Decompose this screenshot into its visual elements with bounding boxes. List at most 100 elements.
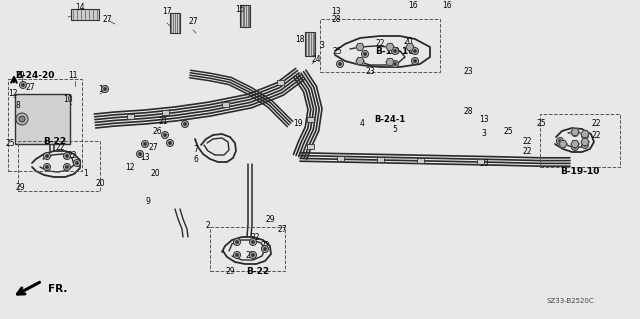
Text: 1: 1 — [84, 169, 88, 179]
Text: 22: 22 — [67, 152, 77, 160]
Circle shape — [76, 161, 79, 165]
Circle shape — [161, 131, 168, 138]
Circle shape — [163, 133, 166, 137]
Circle shape — [166, 139, 173, 146]
Text: 24: 24 — [311, 55, 321, 63]
Text: 2: 2 — [205, 220, 211, 229]
Text: 13: 13 — [140, 152, 150, 161]
Text: B-19-10: B-19-10 — [560, 167, 600, 175]
Text: 29: 29 — [265, 214, 275, 224]
Text: 25: 25 — [5, 138, 15, 147]
Bar — [127, 114, 134, 118]
Text: 14: 14 — [75, 4, 85, 12]
Text: 26: 26 — [152, 127, 162, 136]
Text: 29: 29 — [225, 266, 235, 276]
Circle shape — [236, 253, 239, 256]
Polygon shape — [386, 58, 394, 65]
Circle shape — [573, 145, 577, 149]
Text: 5: 5 — [392, 124, 397, 133]
Circle shape — [582, 142, 589, 149]
Text: 25: 25 — [536, 120, 546, 129]
Text: 16: 16 — [98, 85, 108, 93]
Circle shape — [364, 52, 367, 56]
Text: 28: 28 — [332, 14, 340, 24]
Bar — [15, 94, 70, 144]
Circle shape — [234, 251, 241, 258]
Text: 9: 9 — [145, 197, 150, 205]
Circle shape — [413, 49, 417, 53]
Circle shape — [252, 253, 255, 256]
Circle shape — [138, 152, 141, 156]
Text: 6: 6 — [193, 154, 198, 164]
Bar — [71, 9, 99, 19]
Text: 12: 12 — [8, 90, 18, 99]
Circle shape — [252, 241, 255, 244]
Text: 20: 20 — [95, 180, 105, 189]
Text: 3: 3 — [481, 130, 486, 138]
Polygon shape — [386, 43, 394, 50]
Text: 11: 11 — [68, 71, 77, 80]
Text: 27: 27 — [102, 14, 112, 24]
Circle shape — [394, 49, 397, 53]
Circle shape — [250, 239, 257, 246]
Polygon shape — [559, 141, 567, 147]
Text: FR.: FR. — [48, 284, 67, 294]
Text: 20: 20 — [403, 38, 413, 47]
Text: 23: 23 — [463, 66, 473, 76]
Circle shape — [394, 63, 397, 66]
Circle shape — [44, 152, 51, 160]
Circle shape — [362, 50, 369, 57]
Circle shape — [262, 246, 269, 253]
Circle shape — [557, 137, 563, 145]
Circle shape — [264, 248, 267, 251]
Circle shape — [573, 131, 577, 135]
Text: 25: 25 — [332, 48, 342, 56]
Circle shape — [45, 166, 49, 168]
Text: 28: 28 — [463, 107, 473, 115]
Text: 19: 19 — [293, 118, 303, 128]
Circle shape — [102, 85, 109, 93]
Circle shape — [104, 87, 107, 91]
Polygon shape — [581, 130, 589, 137]
Text: 22: 22 — [522, 146, 532, 155]
Text: 27: 27 — [148, 143, 158, 152]
Text: 20: 20 — [479, 160, 489, 168]
Text: B-22: B-22 — [246, 268, 269, 277]
Bar — [221, 101, 228, 107]
Circle shape — [65, 166, 68, 168]
Text: 25: 25 — [245, 250, 255, 259]
Text: B-24-1: B-24-1 — [374, 115, 406, 123]
Text: 25: 25 — [503, 127, 513, 136]
Text: SZ33-B2520C: SZ33-B2520C — [546, 298, 594, 304]
Bar — [417, 158, 424, 162]
Text: 7: 7 — [193, 145, 198, 153]
Text: 20: 20 — [150, 169, 160, 179]
Circle shape — [63, 152, 70, 160]
Text: 29: 29 — [15, 70, 25, 79]
Text: 16: 16 — [408, 2, 418, 11]
Text: B-22: B-22 — [44, 137, 67, 145]
Text: 22: 22 — [591, 120, 601, 129]
Text: 15: 15 — [235, 5, 245, 14]
Circle shape — [136, 151, 143, 158]
Circle shape — [74, 160, 81, 167]
Bar — [477, 159, 483, 164]
Bar — [307, 116, 314, 122]
Text: 22: 22 — [55, 144, 65, 152]
Text: 22: 22 — [375, 39, 385, 48]
Circle shape — [19, 116, 25, 122]
Circle shape — [236, 241, 239, 244]
Circle shape — [234, 239, 241, 246]
Circle shape — [65, 154, 68, 158]
Text: 22: 22 — [250, 233, 260, 241]
Circle shape — [168, 141, 172, 145]
Text: 10: 10 — [63, 94, 73, 103]
Bar — [161, 109, 168, 115]
Circle shape — [182, 121, 189, 128]
Bar — [305, 32, 315, 56]
Text: 4: 4 — [360, 118, 364, 128]
Text: 13: 13 — [331, 6, 341, 16]
Text: 27: 27 — [25, 83, 35, 92]
Text: 21: 21 — [158, 116, 168, 125]
Text: 13: 13 — [479, 115, 489, 123]
